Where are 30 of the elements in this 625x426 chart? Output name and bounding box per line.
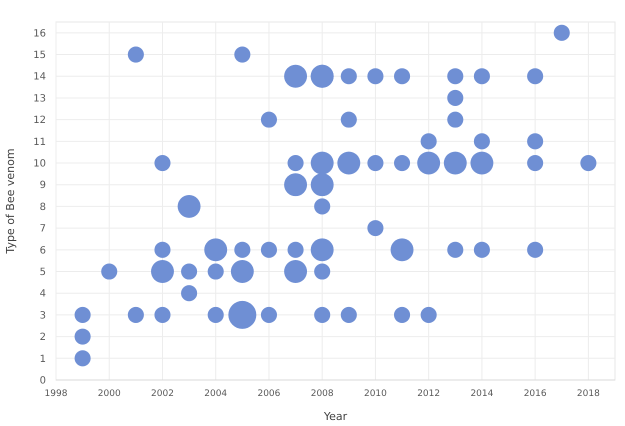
y-tick-label: 12 [33, 115, 46, 126]
y-tick-label: 10 [33, 158, 46, 170]
x-tick-label: 2006 [258, 389, 281, 399]
y-tick-label: 14 [33, 72, 46, 83]
x-tick-label: 2008 [310, 389, 334, 399]
y-tick-label: 5 [40, 267, 46, 278]
x-tick-label: 2018 [576, 389, 600, 399]
y-tick-label: 0 [40, 376, 46, 386]
x-tick-label: 1998 [44, 389, 68, 399]
y-tick-label: 2 [40, 332, 46, 344]
y-tick-label: 9 [40, 180, 46, 192]
y-axis-title: Type of Bee venom [4, 148, 17, 255]
x-tick-label: 2010 [364, 389, 388, 399]
y-tick-label: 4 [40, 288, 46, 300]
y-tick-label: 13 [33, 93, 46, 104]
x-tick-label: 2000 [98, 389, 121, 399]
y-tick-label: 6 [40, 245, 46, 256]
x-axis-title: Year [322, 410, 348, 423]
x-tick-label: 2012 [417, 389, 440, 399]
x-tick-label: 2014 [470, 389, 494, 399]
y-tick-label: 16 [33, 28, 46, 40]
y-tick-label: 1 [40, 354, 46, 365]
y-tick-label: 7 [40, 224, 46, 235]
y-tick-label: 3 [40, 310, 46, 322]
x-tick-label: 2016 [524, 389, 547, 399]
x-tick-label: 2002 [151, 389, 174, 399]
x-tick-label: 2004 [204, 389, 228, 399]
y-tick-label: 11 [33, 136, 46, 148]
y-tick-label: 15 [33, 50, 46, 62]
y-tick-label: 8 [40, 202, 46, 213]
